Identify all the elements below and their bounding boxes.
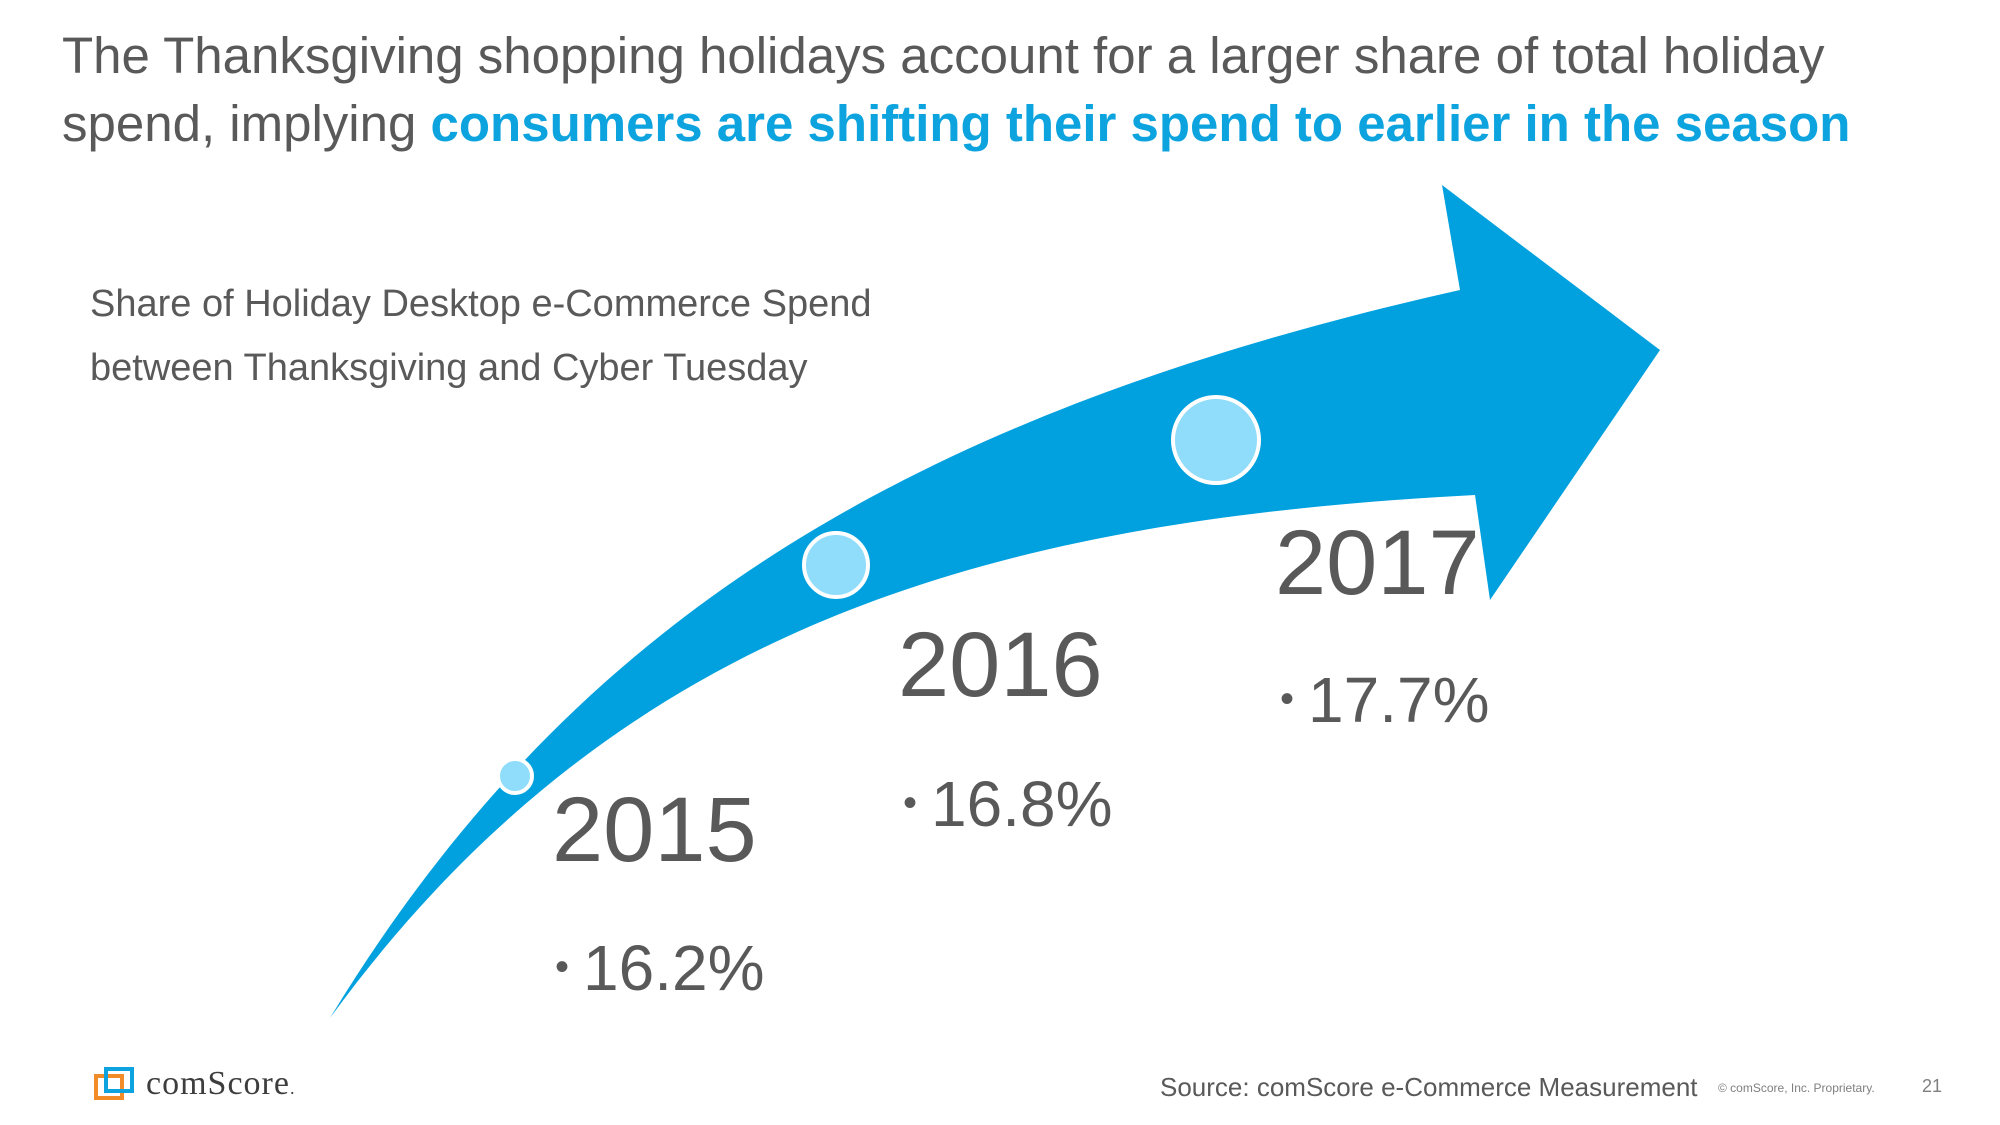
year-label-2016: 2016: [898, 614, 1103, 716]
comscore-logo-icon: [94, 1067, 134, 1100]
logo-wordmark: comScore.: [146, 1065, 296, 1102]
chart-subtitle: Share of Holiday Desktop e-Commerce Spen…: [90, 272, 990, 400]
value-label-2017: • 17.7%: [1280, 664, 1489, 741]
value-text-2016: 16.8%: [931, 768, 1113, 840]
headline-highlight: consumers are shifting their spend to ea…: [430, 95, 1851, 152]
comscore-logo: comScore.: [94, 1062, 295, 1106]
milestone-marker-2016: [802, 531, 870, 599]
value-text-2017: 17.7%: [1308, 664, 1490, 736]
value-label-2016: • 16.8%: [903, 768, 1112, 845]
value-text-2015: 16.2%: [583, 932, 765, 1004]
source-note: Source: comScore e-Commerce Measurement: [1160, 1072, 1698, 1102]
copyright-note: © comScore, Inc. Proprietary.: [1718, 1081, 1875, 1095]
bullet-glyph: •: [903, 781, 918, 826]
bullet-glyph: •: [555, 945, 570, 990]
milestone-marker-2015: [496, 757, 534, 795]
headline-text: The Thanksgiving shopping holidays accou…: [62, 27, 1825, 152]
milestone-marker-2017: [1171, 395, 1261, 485]
year-label-2017: 2017: [1275, 512, 1480, 614]
page-number: 21: [1922, 1076, 1943, 1096]
year-label-2015: 2015: [552, 779, 757, 881]
value-label-2015: • 16.2%: [555, 932, 764, 1009]
subtitle-line-2: between Thanksgiving and Cyber Tuesday: [90, 347, 808, 389]
bullet-glyph: •: [1280, 677, 1295, 722]
subtitle-line-1: Share of Holiday Desktop e-Commerce Spen…: [90, 283, 872, 325]
slide-headline: The Thanksgiving shopping holidays accou…: [62, 22, 1962, 158]
growth-arrow: [330, 185, 1660, 1018]
